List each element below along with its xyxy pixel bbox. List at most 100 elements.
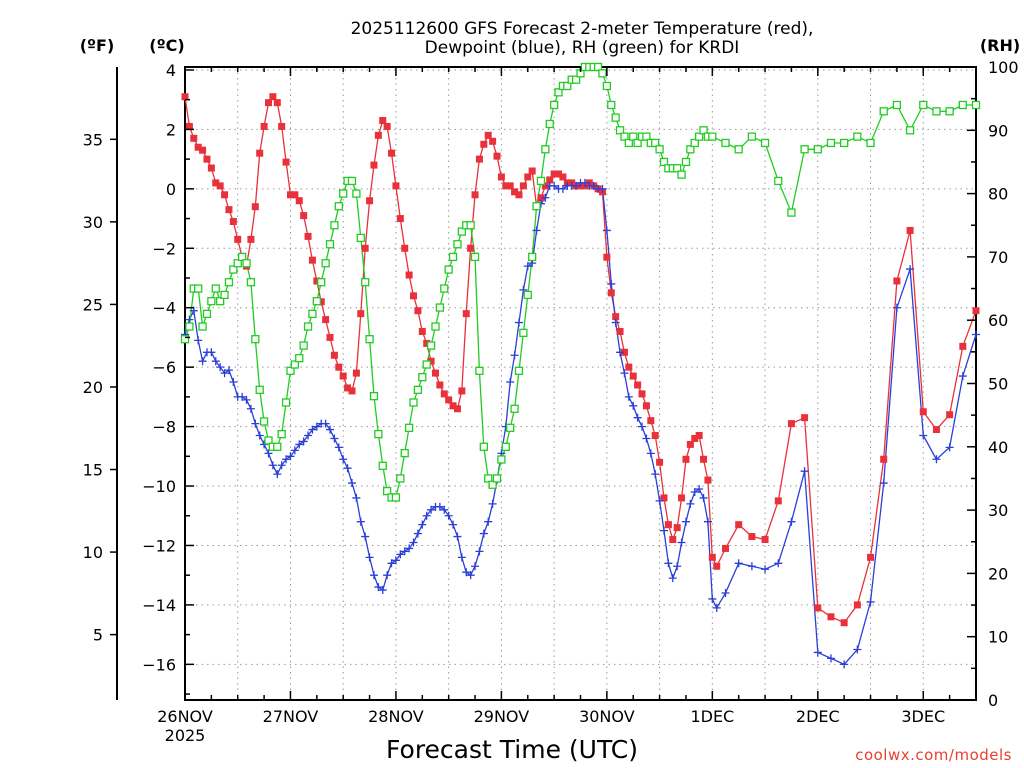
temperature-point (511, 188, 519, 196)
dewpoint-point (589, 181, 598, 190)
relative-humidity-point (554, 88, 563, 97)
temperature-point (489, 137, 497, 145)
dewpoint-point (290, 446, 299, 455)
temperature-point (229, 218, 237, 226)
relative-humidity-point (655, 145, 664, 154)
temperature-point (691, 434, 699, 442)
temperature-point (308, 256, 316, 264)
relative-humidity-point (321, 259, 330, 268)
dewpoint-point (299, 437, 308, 446)
temperature-point (493, 152, 501, 160)
temperature-point (827, 613, 835, 621)
dewpoint-point (387, 559, 396, 568)
relative-humidity-point (259, 417, 269, 426)
fahrenheit-unit-label: (ºF) (80, 36, 115, 55)
dewpoint-point (572, 181, 581, 190)
dewpoint-point (374, 583, 383, 592)
dewpoint-point (611, 318, 620, 327)
temperature-point (840, 619, 848, 627)
relative-humidity-point (497, 455, 506, 464)
relative-humidity-point (892, 100, 902, 110)
temperature-point (537, 194, 545, 202)
relative-humidity-point (369, 392, 379, 401)
temperature-point (357, 310, 365, 318)
dewpoint-point (826, 654, 835, 663)
dewpoint-point (343, 464, 352, 473)
celsius-tick-label: −8 (152, 418, 176, 437)
relative-humidity-point (629, 132, 638, 141)
relative-humidity-point (514, 366, 524, 375)
dewpoint-point (598, 184, 607, 193)
relative-humidity-point (431, 322, 440, 331)
relative-humidity-point (352, 189, 361, 198)
dewpoint-point (369, 571, 378, 580)
dewpoint-point (699, 493, 708, 502)
dewpoint-point (347, 479, 356, 488)
dewpoint-point (488, 499, 497, 508)
temperature-point (748, 533, 756, 541)
temperature-point (919, 408, 927, 416)
chart-title-line-1: 2025112600 GFS Forecast 2-meter Temperat… (351, 19, 814, 39)
relative-humidity-point (826, 138, 836, 148)
x-tick-label: 28NOV (368, 707, 424, 726)
relative-humidity-point (422, 360, 431, 369)
relative-humidity-point (971, 100, 981, 110)
dewpoint-point (703, 517, 712, 526)
dewpoint-point (383, 571, 392, 580)
temperature-point (405, 271, 413, 279)
temperature-point (256, 149, 264, 157)
temperature-point (519, 182, 527, 190)
dewpoint-point (655, 496, 664, 505)
relative-humidity-point (532, 202, 541, 211)
temperature-point (555, 170, 563, 178)
relative-humidity-point (484, 474, 493, 483)
temperature-point (427, 357, 435, 365)
dewpoint-point (690, 487, 699, 496)
dewpoint-point (721, 589, 730, 598)
dewpoint-point (422, 511, 431, 520)
dewpoint-point (198, 357, 207, 366)
rh-tick-label: 50 (988, 375, 1008, 394)
credit-link[interactable]: coolwx.com/models (855, 746, 1012, 764)
relative-humidity-point (361, 278, 370, 287)
celsius-tick-label: −14 (142, 596, 176, 615)
dewpoint-point (471, 562, 480, 571)
temperature-point (247, 235, 255, 243)
dewpoint-point (664, 559, 673, 568)
dewpoint-point (207, 348, 216, 357)
dewpoint-point (444, 511, 453, 520)
temperature-point (638, 390, 646, 398)
temperature-point (383, 122, 391, 130)
dewpoint-point (932, 455, 941, 464)
dewpoint-point (550, 181, 559, 190)
temperature-point (212, 179, 220, 187)
temperature-point (642, 402, 650, 410)
dewpoint-point (774, 559, 783, 568)
x-tick-label: 1DEC (690, 707, 734, 726)
temperature-point (546, 176, 554, 184)
relative-humidity-point (528, 252, 537, 262)
temperature-point (603, 253, 611, 261)
fahrenheit-tick-label: 30 (83, 213, 103, 232)
temperature-point (374, 131, 382, 139)
dewpoint-point (906, 265, 915, 274)
dewpoint-point (624, 392, 633, 401)
temperature-point (282, 158, 290, 166)
relative-humidity-point (519, 328, 528, 338)
temperature-point (774, 497, 782, 505)
relative-humidity-point (233, 259, 242, 268)
relative-humidity-point (330, 221, 339, 230)
relative-humidity-point (734, 145, 743, 154)
rh-tick-label: 40 (988, 438, 1008, 457)
relative-humidity-point (246, 278, 256, 287)
dewpoint-point (242, 395, 251, 404)
rh-tick-label: 100 (988, 58, 1019, 77)
temperature-point (260, 122, 268, 130)
dewpoint-point (211, 357, 220, 366)
relative-humidity-point (945, 107, 954, 116)
relative-humidity-point (563, 81, 572, 91)
dewpoint-point (282, 455, 291, 464)
temperature-line (184, 95, 977, 624)
dewpoint-point (413, 529, 422, 538)
